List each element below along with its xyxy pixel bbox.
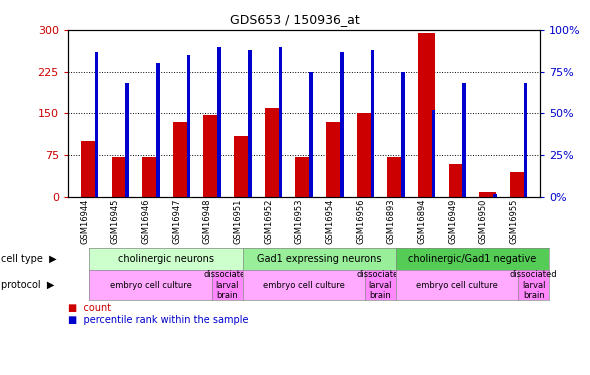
Bar [479,192,496,197]
Bar [125,83,129,197]
Text: cell type  ▶: cell type ▶ [1,254,57,264]
Text: cholinergic/Gad1 negative: cholinergic/Gad1 negative [408,254,536,264]
Text: GSM16954: GSM16954 [326,199,335,244]
Text: GSM16947: GSM16947 [172,199,181,244]
Bar [278,47,282,197]
Bar [186,55,191,197]
Text: GSM16946: GSM16946 [142,199,150,244]
Text: GSM16952: GSM16952 [264,199,273,244]
Bar [493,194,497,197]
Bar [401,72,405,197]
Bar [309,72,313,197]
Bar [388,157,404,197]
Bar [248,50,251,197]
Text: cholinergic neurons: cholinergic neurons [118,254,214,264]
Bar [357,113,373,197]
Text: dissociated
larval
brain: dissociated larval brain [204,270,251,300]
Bar [234,136,251,197]
Bar [265,108,281,197]
Text: GSM16953: GSM16953 [295,199,304,244]
Bar [326,122,343,197]
Text: dissociated
larval
brain: dissociated larval brain [510,270,558,300]
Text: GSM16944: GSM16944 [80,199,89,244]
Bar [432,110,435,197]
Bar [142,157,159,197]
Bar [418,33,435,197]
Text: embryo cell culture: embryo cell culture [416,280,498,290]
Bar [371,50,374,197]
Bar [448,164,466,197]
Text: GSM16955: GSM16955 [509,199,519,244]
Bar [156,63,160,197]
Bar [463,83,466,197]
Bar [81,141,98,197]
Text: GSM16893: GSM16893 [387,199,396,244]
Text: ■  count: ■ count [68,303,111,313]
Bar [340,52,343,197]
Text: GSM16894: GSM16894 [418,199,427,244]
Text: GSM16948: GSM16948 [203,199,212,244]
Text: GSM16949: GSM16949 [448,199,457,244]
Bar [217,47,221,197]
Text: embryo cell culture: embryo cell culture [263,280,345,290]
Bar [204,114,220,197]
Bar [94,52,99,197]
Text: GSM16945: GSM16945 [111,199,120,244]
Text: GSM16951: GSM16951 [234,199,242,244]
Text: Gad1 expressing neurons: Gad1 expressing neurons [257,254,381,264]
Bar [510,172,527,197]
Bar [296,157,312,197]
Text: embryo cell culture: embryo cell culture [110,280,192,290]
Text: GSM16950: GSM16950 [478,199,488,244]
Text: GDS653 / 150936_at: GDS653 / 150936_at [230,13,360,26]
Bar [112,157,129,197]
Text: dissociated
larval
brain: dissociated larval brain [357,270,404,300]
Bar [173,122,189,197]
Text: ■  percentile rank within the sample: ■ percentile rank within the sample [68,315,248,325]
Bar [524,83,527,197]
Text: protocol  ▶: protocol ▶ [1,280,54,290]
Text: GSM16956: GSM16956 [356,199,365,244]
